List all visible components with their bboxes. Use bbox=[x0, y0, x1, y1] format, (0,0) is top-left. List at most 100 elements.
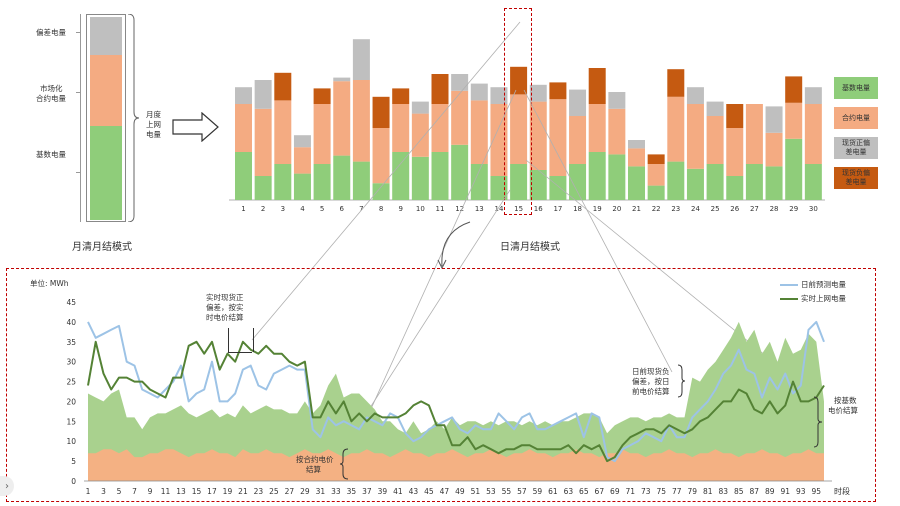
day-bar-segment-neg bbox=[785, 76, 803, 103]
day-bar-segment-con bbox=[431, 104, 449, 152]
left-axis-tick bbox=[76, 92, 81, 93]
day-bar-segment-neg bbox=[274, 72, 292, 101]
day-tick-label: 20 bbox=[612, 205, 621, 213]
annotation-realtime-l1: 实时现货正 bbox=[206, 293, 244, 302]
day-bar-segment-con bbox=[274, 100, 292, 164]
day-bar-segment-con bbox=[470, 100, 488, 164]
day-tick-label: 25 bbox=[711, 205, 720, 213]
base-energy-area bbox=[88, 321, 824, 481]
day-bar-segment-neg bbox=[392, 88, 410, 104]
daily-stacked-chart: 1 2 3 4 5 6 7 8 9 10 11 12 13 14 15 16 17 18 19 20 21 22 23 24 2… bbox=[229, 39, 825, 213]
day-bar-segment-con bbox=[785, 102, 803, 139]
legend-actual-swatch bbox=[780, 298, 798, 300]
day-bar-segment-base bbox=[431, 152, 449, 200]
day-bar-segment-con bbox=[490, 104, 508, 176]
x-tick-label: 23 bbox=[254, 487, 264, 496]
right-arrow-icon bbox=[172, 112, 219, 142]
day-bar-segment-base bbox=[745, 164, 763, 200]
day-bar-segment-base bbox=[765, 166, 783, 200]
market-label-l2: 合约电量 bbox=[36, 94, 66, 103]
day-bar-segment-base bbox=[549, 176, 567, 200]
legend-positive-deviation-label: 现货正偏差电量 bbox=[842, 139, 870, 156]
x-tick-label: 11 bbox=[161, 487, 171, 496]
day-bar-segment-con bbox=[254, 108, 272, 176]
day-bar-segment-pos bbox=[765, 106, 783, 133]
legend-negative-deviation: 现货负偏差电量 bbox=[834, 167, 878, 189]
day-bar-segment-con bbox=[293, 147, 311, 174]
day-bar-segment-pos bbox=[352, 39, 370, 80]
x-tick-label: 87 bbox=[750, 487, 760, 496]
day-tick-label: 10 bbox=[416, 205, 425, 213]
day-bar-segment-base bbox=[470, 164, 488, 200]
day-bar-segment-con bbox=[235, 104, 252, 152]
annotation-realtime-l2: 偏差，按实 bbox=[206, 303, 244, 312]
legend-contract-label: 合约电量 bbox=[842, 114, 870, 122]
x-tick-label: 33 bbox=[331, 487, 341, 496]
daily-mode-caption: 日清月结模式 bbox=[500, 242, 560, 253]
day-tick-label: 6 bbox=[340, 205, 345, 213]
day-bar-segment-neg bbox=[588, 68, 606, 104]
day-bar-segment-con bbox=[313, 104, 331, 164]
day-bar-segment-neg bbox=[549, 82, 567, 100]
day-bar-segment-pos bbox=[254, 80, 272, 109]
day-tick-label: 13 bbox=[475, 205, 484, 213]
left-axis-tick bbox=[76, 32, 81, 33]
day-tick-label: 8 bbox=[379, 205, 383, 213]
day-tick-label: 21 bbox=[632, 205, 641, 213]
day-bar-segment-pos bbox=[569, 89, 587, 116]
x-tick-label: 69 bbox=[610, 487, 620, 496]
day-bar-segment-base bbox=[352, 161, 370, 200]
legend-negative-deviation-label: 现货负偏差电量 bbox=[842, 169, 870, 186]
y-tick-label: 5 bbox=[71, 457, 76, 466]
day-bar-segment-con bbox=[647, 164, 665, 186]
x-tick-label: 73 bbox=[641, 487, 651, 496]
monthly-base-segment bbox=[90, 126, 122, 220]
side-collapse-handle[interactable]: › bbox=[0, 476, 14, 496]
legend-forecast-swatch bbox=[780, 284, 798, 286]
x-tick-label: 53 bbox=[486, 487, 496, 496]
day-bar-segment-base bbox=[274, 164, 292, 200]
day-bar-segment-con bbox=[352, 80, 370, 162]
day-bar-segment-base bbox=[293, 173, 311, 200]
day-bar-segment-base bbox=[706, 164, 724, 200]
day-bar-segment-pos bbox=[706, 101, 724, 116]
x-tick-label: 1 bbox=[86, 487, 91, 496]
day-bar-segment-base bbox=[333, 155, 351, 200]
annotation-dayahead-l2: 偏差，按日 bbox=[632, 377, 670, 386]
x-tick-label: 83 bbox=[719, 487, 729, 496]
day-tick-label: 1 bbox=[241, 205, 245, 213]
day-bar-segment-pos bbox=[529, 84, 547, 102]
day-tick-label: 28 bbox=[770, 205, 779, 213]
x-tick-label: 75 bbox=[657, 487, 667, 496]
x-tick-label: 61 bbox=[548, 487, 558, 496]
day-bar-segment-base bbox=[804, 164, 822, 200]
day-tick-label: 29 bbox=[789, 205, 798, 213]
day-bar-segment-pos bbox=[804, 87, 822, 104]
x-tick-label: 59 bbox=[533, 487, 543, 496]
day-bar-segment-base bbox=[490, 176, 508, 200]
day-bar-segment-neg bbox=[313, 88, 331, 104]
day-bar-segment-con bbox=[569, 116, 587, 164]
x-tick-label: 15 bbox=[192, 487, 202, 496]
day-tick-label: 12 bbox=[455, 205, 464, 213]
x-tick-label: 27 bbox=[285, 487, 295, 496]
day-bar-segment-pos bbox=[490, 87, 508, 104]
x-tick-label: 25 bbox=[269, 487, 279, 496]
day-bar-segment-con bbox=[726, 128, 744, 176]
x-tick-label: 71 bbox=[626, 487, 636, 496]
day-bar-segment-con bbox=[372, 128, 390, 184]
day-tick-label: 2 bbox=[261, 205, 265, 213]
brace-label-l2: 上网 bbox=[146, 120, 161, 129]
day-tick-label: 22 bbox=[652, 205, 661, 213]
annotation-base-brace bbox=[813, 396, 823, 448]
x-tick-label: 91 bbox=[780, 487, 790, 496]
x-tick-label: 57 bbox=[517, 487, 527, 496]
day-bar-segment-neg bbox=[510, 66, 528, 95]
day-bar-segment-con bbox=[392, 104, 410, 152]
day-bar-segment-con bbox=[745, 104, 763, 164]
day-bar-segment-base bbox=[647, 185, 665, 200]
x-tick-label: 93 bbox=[796, 487, 806, 496]
day-bar-segment-con bbox=[510, 94, 528, 164]
x-tick-label: 7 bbox=[132, 487, 137, 496]
day-bar-segment-neg bbox=[726, 104, 744, 128]
